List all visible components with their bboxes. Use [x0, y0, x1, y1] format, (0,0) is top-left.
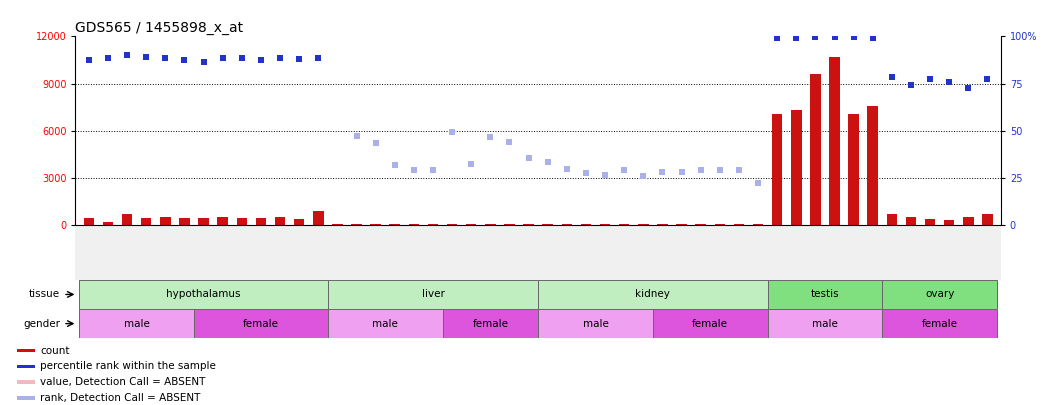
Bar [332, 224, 343, 225]
Bar [538, 309, 653, 338]
Bar [924, 219, 936, 225]
Text: hypothalamus: hypothalamus [167, 290, 241, 299]
Bar [543, 224, 553, 225]
Bar [179, 217, 190, 225]
Bar [734, 224, 744, 225]
Bar [140, 217, 152, 225]
Bar [80, 309, 194, 338]
Bar [523, 224, 533, 225]
Text: percentile rank within the sample: percentile rank within the sample [41, 361, 216, 371]
Text: ovary: ovary [925, 290, 955, 299]
Bar [275, 217, 285, 225]
Bar [696, 224, 706, 225]
Text: male: male [124, 319, 150, 328]
Bar [504, 224, 515, 225]
Text: kidney: kidney [635, 290, 671, 299]
Bar [638, 224, 649, 225]
Bar [653, 309, 767, 338]
Text: testis: testis [811, 290, 839, 299]
Bar [390, 224, 400, 225]
Bar [17, 396, 35, 400]
Bar [328, 309, 442, 338]
Bar [882, 280, 997, 309]
Bar [160, 217, 171, 225]
Text: male: male [372, 319, 398, 328]
Text: female: female [693, 319, 728, 328]
Bar [581, 224, 591, 225]
Bar [715, 224, 725, 225]
Bar [767, 280, 882, 309]
Bar [80, 280, 328, 309]
Bar [409, 224, 419, 225]
Bar [237, 217, 247, 225]
Bar [217, 217, 227, 225]
Bar [122, 214, 132, 225]
Bar [485, 224, 496, 225]
Bar [882, 309, 997, 338]
Text: count: count [41, 346, 70, 356]
Bar [982, 214, 992, 225]
Bar [313, 211, 324, 225]
Bar [17, 349, 35, 352]
Text: GDS565 / 1455898_x_at: GDS565 / 1455898_x_at [75, 21, 243, 35]
Bar [905, 217, 916, 225]
Bar [198, 218, 209, 225]
Bar [293, 219, 304, 225]
Bar [428, 224, 438, 225]
Bar [466, 224, 477, 225]
Text: male: male [812, 319, 838, 328]
Text: value, Detection Call = ABSENT: value, Detection Call = ABSENT [41, 377, 205, 387]
Bar [17, 380, 35, 384]
Bar [194, 309, 328, 338]
Bar [963, 217, 974, 225]
Bar [619, 224, 630, 225]
Bar [887, 214, 897, 225]
Bar [772, 113, 783, 225]
Text: male: male [583, 319, 609, 328]
Bar [562, 224, 572, 225]
Bar [538, 280, 767, 309]
Bar [849, 113, 859, 225]
Bar [810, 74, 821, 225]
Text: female: female [243, 319, 279, 328]
Bar [256, 217, 266, 225]
Bar [868, 106, 878, 225]
Text: female: female [921, 319, 958, 328]
Bar [351, 224, 362, 225]
Text: female: female [473, 319, 508, 328]
Bar [829, 57, 839, 225]
Text: tissue: tissue [29, 290, 60, 299]
Bar [84, 217, 94, 225]
Bar [370, 224, 380, 225]
Bar [103, 222, 113, 225]
Text: gender: gender [23, 319, 60, 328]
Bar [752, 224, 763, 225]
Bar [17, 364, 35, 368]
Bar [599, 224, 610, 225]
Bar [944, 220, 955, 225]
Bar [442, 309, 538, 338]
Text: liver: liver [421, 290, 444, 299]
Bar [676, 224, 686, 225]
Text: rank, Detection Call = ABSENT: rank, Detection Call = ABSENT [41, 393, 201, 403]
Bar [657, 224, 668, 225]
Bar [791, 111, 802, 225]
Bar [767, 309, 882, 338]
Bar [328, 280, 538, 309]
Bar [446, 224, 457, 225]
